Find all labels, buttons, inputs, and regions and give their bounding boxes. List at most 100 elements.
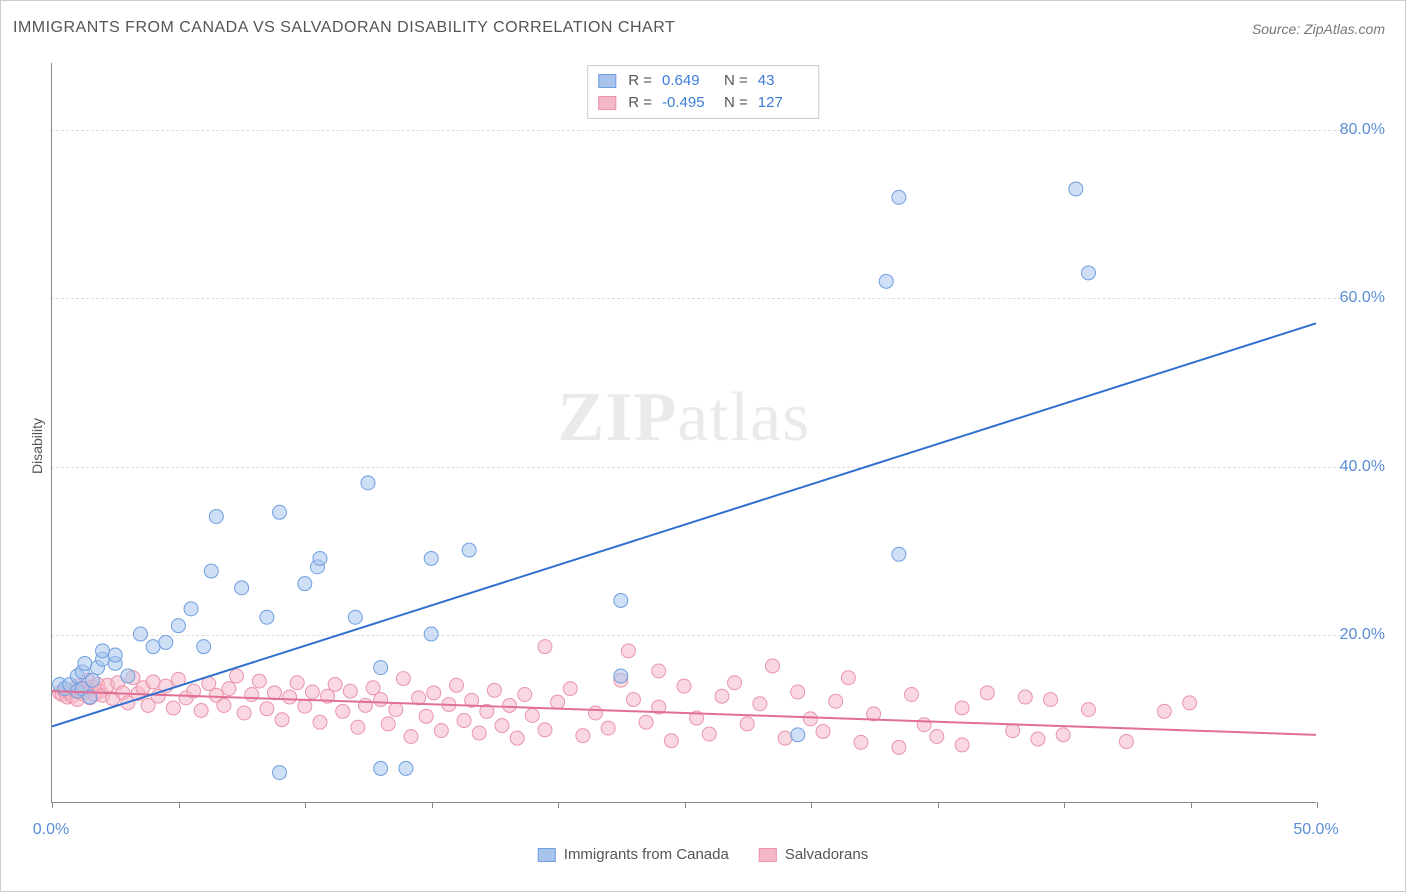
y-axis-label: Disability: [29, 418, 45, 474]
scatter-point: [273, 505, 287, 519]
legend-series-item: Salvadorans: [759, 846, 868, 863]
legend-series-item: Immigrants from Canada: [538, 846, 729, 863]
scatter-point: [740, 717, 754, 731]
x-tick-label: 0.0%: [33, 821, 69, 839]
scatter-point: [245, 688, 259, 702]
scatter-point: [399, 761, 413, 775]
legend-swatch: [598, 74, 616, 88]
scatter-point: [621, 644, 635, 658]
scatter-point: [614, 669, 628, 683]
scatter-point: [217, 698, 231, 712]
scatter-point: [374, 761, 388, 775]
n-value: 127: [758, 92, 808, 114]
y-tick-label: 40.0%: [1340, 458, 1385, 476]
scatter-point: [419, 709, 433, 723]
x-tick: [811, 802, 812, 808]
scatter-point: [389, 703, 403, 717]
r-value: -0.495: [662, 92, 712, 114]
scatter-point: [171, 619, 185, 633]
scatter-point: [351, 720, 365, 734]
y-tick-label: 60.0%: [1340, 289, 1385, 307]
x-tick: [305, 802, 306, 808]
scatter-point: [917, 718, 931, 732]
scatter-point: [348, 610, 362, 624]
scatter-point: [396, 672, 410, 686]
scatter-point: [305, 685, 319, 699]
scatter-point: [1157, 704, 1171, 718]
scatter-point: [614, 593, 628, 607]
scatter-point: [427, 686, 441, 700]
scatter-point: [209, 509, 223, 523]
scatter-point: [538, 640, 552, 654]
scatter-point: [753, 697, 767, 711]
legend-swatch: [759, 848, 777, 862]
scatter-point: [336, 704, 350, 718]
scatter-point: [121, 669, 135, 683]
x-tick: [558, 802, 559, 808]
scatter-point: [728, 676, 742, 690]
legend-series-label: Salvadorans: [785, 846, 868, 863]
scatter-point: [1056, 728, 1070, 742]
scatter-point: [96, 644, 110, 658]
y-tick-label: 20.0%: [1340, 626, 1385, 644]
legend-series: Immigrants from Canada Salvadorans: [532, 846, 874, 863]
scatter-point: [222, 682, 236, 696]
scatter-point: [791, 728, 805, 742]
scatter-point: [652, 664, 666, 678]
scatter-point: [1018, 690, 1032, 704]
x-tick: [685, 802, 686, 808]
scatter-point: [1044, 693, 1058, 707]
scatter-point: [159, 635, 173, 649]
scatter-point: [905, 688, 919, 702]
scatter-point: [108, 648, 122, 662]
scatter-point: [518, 688, 532, 702]
x-tick: [179, 802, 180, 808]
scatter-point: [252, 674, 266, 688]
scatter-point: [816, 724, 830, 738]
x-tick: [52, 802, 53, 808]
scatter-point: [260, 610, 274, 624]
r-value: 0.649: [662, 70, 712, 92]
scatter-point: [133, 627, 147, 641]
source-attribution: Source: ZipAtlas.com: [1252, 21, 1385, 37]
scatter-point: [194, 703, 208, 717]
scatter-point: [374, 661, 388, 675]
trend-line: [52, 323, 1316, 726]
scatter-point: [166, 701, 180, 715]
scatter-point: [260, 702, 274, 716]
legend-swatch: [598, 96, 616, 110]
scatter-point: [230, 669, 244, 683]
scatter-point: [1081, 266, 1095, 280]
scatter-point: [1081, 703, 1095, 717]
scatter-point: [791, 685, 805, 699]
scatter-point: [778, 731, 792, 745]
scatter-point: [563, 682, 577, 696]
n-label: N =: [724, 92, 748, 114]
scatter-point: [313, 551, 327, 565]
scatter-point: [589, 706, 603, 720]
scatter-point: [1069, 182, 1083, 196]
scatter-point: [702, 727, 716, 741]
scatter-point: [361, 476, 375, 490]
scatter-point: [283, 690, 297, 704]
scatter-point: [955, 738, 969, 752]
scatter-point: [85, 673, 99, 687]
n-value: 43: [758, 70, 808, 92]
scatter-point: [601, 721, 615, 735]
scatter-point: [343, 684, 357, 698]
scatter-point: [495, 719, 509, 733]
scatter-point: [290, 676, 304, 690]
scatter-point: [930, 730, 944, 744]
scatter-point: [715, 689, 729, 703]
scatter-point: [892, 190, 906, 204]
scatter-point: [374, 693, 388, 707]
scatter-point: [803, 712, 817, 726]
scatter-point: [639, 715, 653, 729]
scatter-point: [892, 547, 906, 561]
scatter-point: [879, 274, 893, 288]
scatter-point: [626, 693, 640, 707]
r-label: R =: [628, 70, 652, 92]
scatter-point: [487, 683, 501, 697]
scatter-point: [204, 564, 218, 578]
scatter-point: [538, 723, 552, 737]
